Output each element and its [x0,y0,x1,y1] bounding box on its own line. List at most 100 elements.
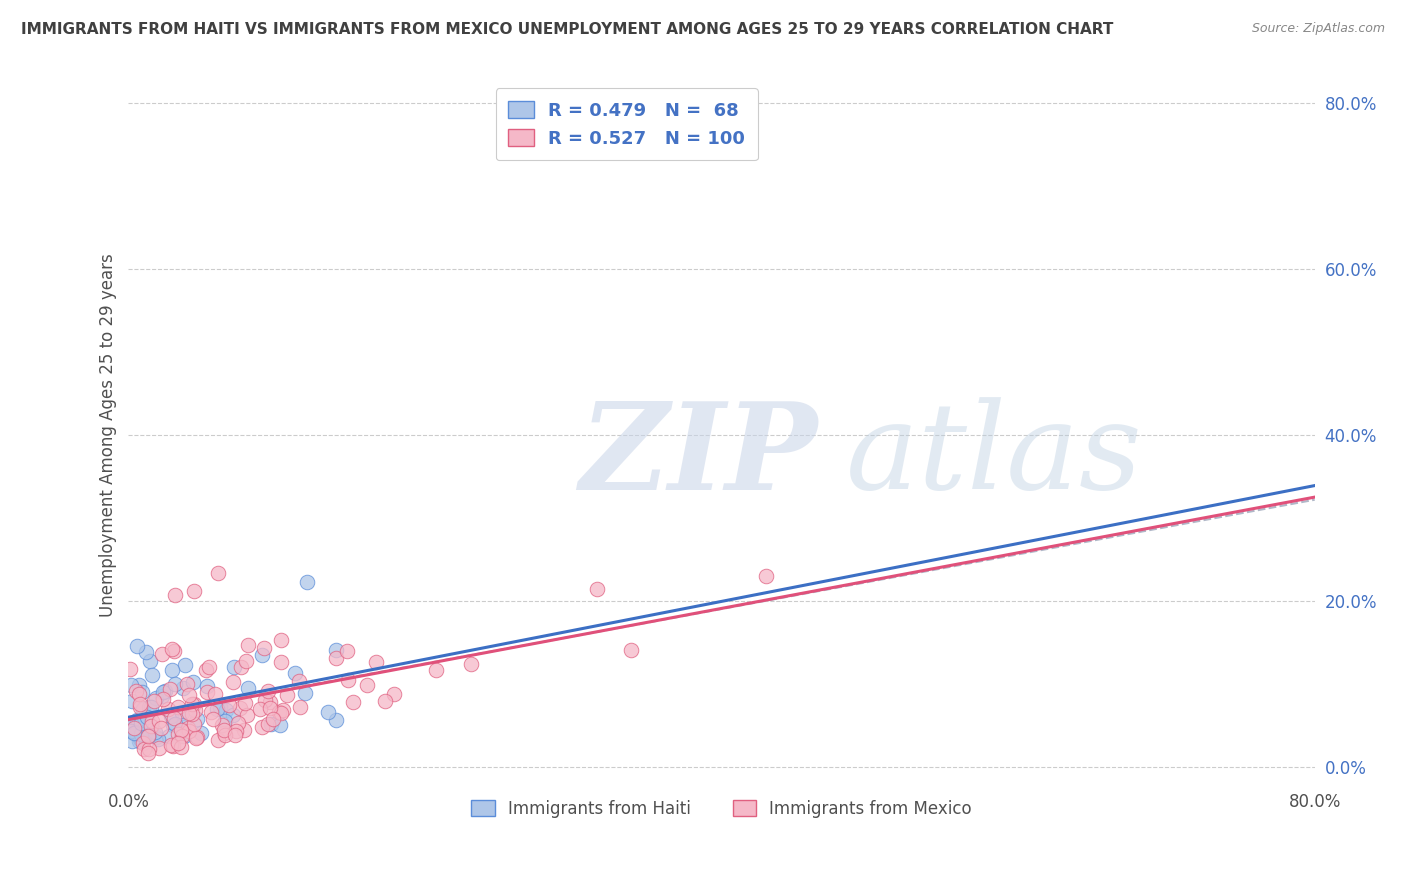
Point [235,707,257,722]
Point [177,688,200,702]
Point [150,647,173,661]
Point [160,663,183,677]
Point [129,700,152,714]
Point [222,707,245,722]
Point [128,687,150,701]
Point [259,695,281,709]
Point [129,727,152,741]
Point [195,663,218,677]
Point [170,730,193,744]
Point [181,698,204,712]
Point [190,726,212,740]
Point [270,632,292,647]
Point [143,724,166,739]
Point [195,684,218,698]
Point [170,706,193,720]
Point [257,684,280,698]
Point [163,644,186,658]
Point [262,713,284,727]
Point [162,718,184,732]
Point [284,665,307,680]
Point [229,700,252,714]
Text: Source: ZipAtlas.com: Source: ZipAtlas.com [1251,22,1385,36]
Point [222,675,245,690]
Point [129,698,152,712]
Point [141,719,163,733]
Point [236,638,259,652]
Point [253,641,276,656]
Point [139,721,162,735]
Point [163,717,186,731]
Point [233,696,256,710]
Point [214,723,236,737]
Point [167,736,190,750]
Point [160,642,183,657]
Point [195,679,218,693]
Point [236,681,259,696]
Point [288,700,311,714]
Point [122,726,145,740]
Point [131,701,153,715]
Point [136,710,159,724]
Point [460,657,482,671]
Point [186,712,208,726]
Point [120,723,142,738]
Point [198,659,221,673]
Point [249,702,271,716]
Point [224,659,246,673]
Point [225,723,247,738]
Point [173,657,195,672]
Point [163,711,186,725]
Point [364,655,387,669]
Point [125,684,148,698]
Point [204,687,226,701]
Point [260,716,283,731]
Point [183,584,205,599]
Point [269,718,291,732]
Point [121,734,143,748]
Point [620,643,643,657]
Point [259,701,281,715]
Point [153,684,176,698]
Point [172,681,194,696]
Point [125,726,148,740]
Point [276,688,298,702]
Point [131,715,153,730]
Point [250,648,273,662]
Point [183,717,205,731]
Point [214,714,236,728]
Text: ZIP: ZIP [579,397,817,516]
Point [139,654,162,668]
Point [150,721,173,735]
Point [118,720,141,734]
Point [136,729,159,743]
Point [148,741,170,756]
Point [200,705,222,719]
Point [254,692,277,706]
Point [138,729,160,743]
Point [128,731,150,745]
Point [288,674,311,689]
Point [170,740,193,755]
Point [233,723,256,738]
Point [325,713,347,727]
Point [218,698,240,713]
Point [181,674,204,689]
Point [157,729,180,743]
Point [425,663,447,677]
Text: atlas: atlas [846,397,1143,515]
Point [336,673,359,687]
Point [176,721,198,735]
Point [127,713,149,727]
Point [269,705,291,719]
Point [120,716,142,731]
Point [294,686,316,700]
Point [167,727,190,741]
Point [207,566,229,581]
Point [136,747,159,761]
Point [145,730,167,744]
Point [139,700,162,714]
Point [132,741,155,756]
Point [124,725,146,739]
Point [235,654,257,668]
